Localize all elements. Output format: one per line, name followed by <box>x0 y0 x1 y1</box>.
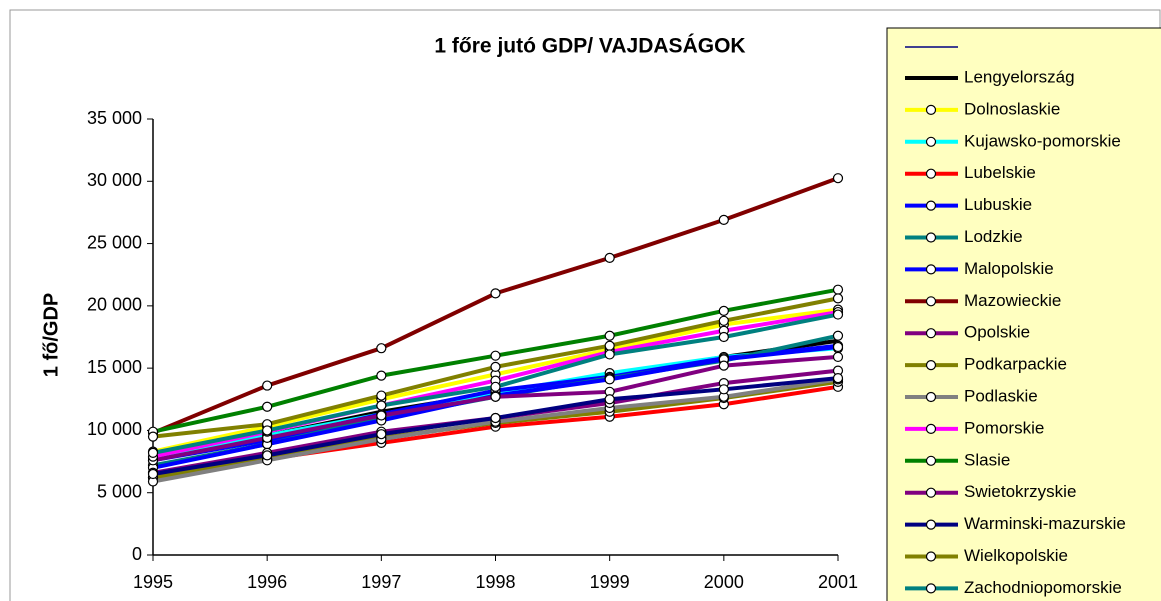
data-point <box>832 373 844 384</box>
legend-label: Lubuskie <box>964 195 1032 214</box>
data-point <box>604 340 615 351</box>
data-point <box>376 343 387 354</box>
data-point <box>376 400 387 411</box>
data-point <box>718 214 729 226</box>
legend-marker <box>925 360 937 371</box>
data-point <box>832 173 844 184</box>
legend-marker <box>925 104 937 116</box>
data-point <box>490 350 501 361</box>
legend-label: Lodzkie <box>964 227 1023 246</box>
data-point <box>604 330 615 341</box>
data-point <box>490 381 501 392</box>
y-tick-label: 35 000 <box>87 108 142 128</box>
legend-marker <box>925 519 937 530</box>
legend-label: Mazowieckie <box>964 291 1061 310</box>
legend-label: Zachodniopomorskie <box>964 578 1122 597</box>
y-tick-label: 0 <box>132 544 142 564</box>
data-point <box>718 331 729 343</box>
x-tick-label: 2000 <box>704 572 744 592</box>
y-axis-title: 1 fő/GDP <box>40 293 62 377</box>
data-point <box>376 370 387 381</box>
data-point <box>718 360 729 371</box>
data-point <box>490 361 501 372</box>
data-point <box>832 341 844 353</box>
legend-label: Podkarpackie <box>964 355 1067 374</box>
y-tick-label: 10 000 <box>87 419 142 439</box>
data-point <box>147 468 159 480</box>
data-point <box>604 394 615 405</box>
y-tick-label: 30 000 <box>87 170 142 190</box>
legend-marker <box>925 391 937 403</box>
legend-marker <box>925 551 937 562</box>
legend-marker <box>925 583 937 594</box>
data-point <box>376 429 387 440</box>
data-point <box>262 425 273 436</box>
data-point <box>604 252 615 263</box>
data-point <box>832 284 844 295</box>
data-point <box>262 401 273 412</box>
legend-label: Dolnoslaskie <box>964 99 1060 118</box>
legend-marker <box>925 136 937 147</box>
data-point <box>262 450 273 461</box>
y-tick-label: 15 000 <box>87 357 142 377</box>
legend-label: Podlaskie <box>964 386 1038 405</box>
chart-title: 1 főre jutó GDP/ VAJDASÁGOK <box>434 35 745 58</box>
x-tick-label: 1999 <box>590 572 630 592</box>
data-point <box>376 410 387 421</box>
legend-marker <box>925 487 937 498</box>
x-tick-label: 1995 <box>133 572 173 592</box>
legend-label: Lengyelország <box>964 67 1075 86</box>
legend-label: Wielkopolskie <box>964 546 1068 565</box>
legend-label: Kujawsko-pomorskie <box>964 131 1121 150</box>
legend-label: Opolskie <box>964 323 1030 342</box>
legend-label: Pomorskie <box>964 418 1044 437</box>
y-tick-label: 5 000 <box>97 481 142 501</box>
legend-label: Swietokrzyskie <box>964 482 1076 501</box>
x-tick-label: 1997 <box>361 572 401 592</box>
legend-label: Malopolskie <box>964 259 1054 278</box>
legend-label: Warminski-mazurskie <box>964 514 1126 533</box>
data-point <box>832 351 844 363</box>
data-point <box>490 412 501 424</box>
data-point <box>718 384 729 395</box>
data-point <box>147 431 159 442</box>
data-point <box>718 305 729 316</box>
legend-marker <box>925 200 937 211</box>
data-point <box>490 288 501 299</box>
data-point <box>832 309 844 320</box>
y-tick-label: 25 000 <box>87 232 142 252</box>
legend-marker <box>925 168 937 179</box>
legend-marker <box>925 264 937 275</box>
x-tick-label: 2001 <box>818 572 858 592</box>
legend-marker <box>925 423 937 434</box>
data-point <box>718 315 729 326</box>
data-point <box>832 330 844 341</box>
legend-label: Slasie <box>964 450 1010 469</box>
data-point <box>604 349 615 360</box>
y-tick-label: 20 000 <box>87 295 142 315</box>
legend-label: Lubelskie <box>964 163 1036 182</box>
data-point <box>832 293 844 304</box>
data-point <box>490 391 501 402</box>
data-point <box>376 390 387 401</box>
legend-marker <box>925 455 937 466</box>
data-point <box>604 374 615 385</box>
legend-marker <box>925 328 937 339</box>
data-point <box>262 380 273 391</box>
legend-marker <box>925 232 937 243</box>
x-tick-label: 1996 <box>247 572 287 592</box>
legend-box <box>886 27 1161 601</box>
legend-marker <box>925 296 937 307</box>
x-tick-label: 1998 <box>475 572 515 592</box>
data-point <box>147 447 159 458</box>
